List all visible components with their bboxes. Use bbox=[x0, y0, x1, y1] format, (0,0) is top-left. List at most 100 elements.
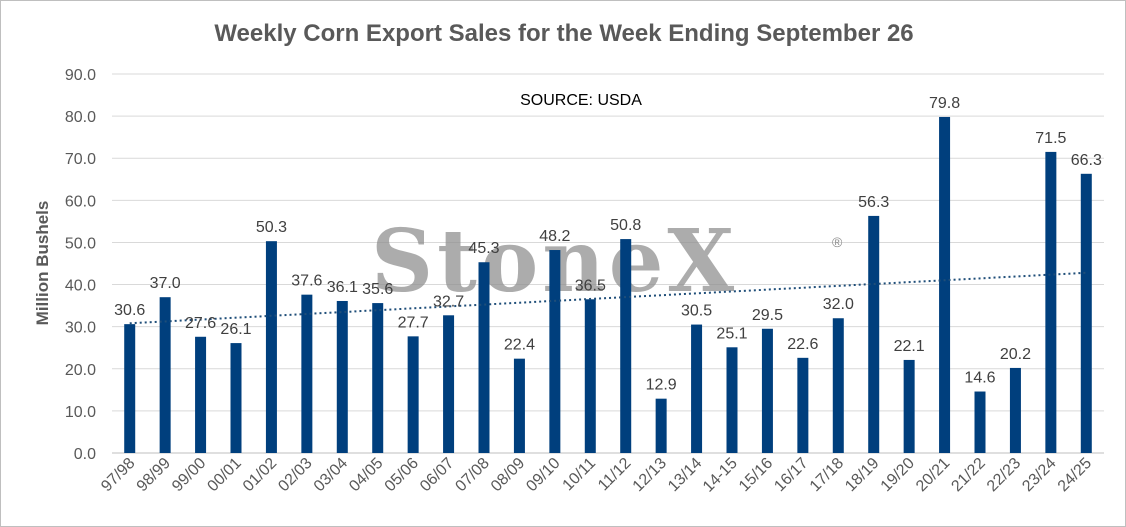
bar bbox=[301, 294, 313, 453]
data-label: 22.6 bbox=[787, 336, 818, 353]
y-tick-label: 20.0 bbox=[65, 362, 96, 379]
data-label: 45.3 bbox=[468, 240, 499, 257]
bar bbox=[549, 250, 561, 453]
bar bbox=[584, 299, 596, 453]
data-label: 35.6 bbox=[362, 281, 393, 298]
bar bbox=[1045, 151, 1057, 453]
bar bbox=[797, 357, 809, 453]
x-axis-ticks: 97/9898/9999/0000/0101/0202/0303/0404/05… bbox=[98, 455, 1095, 496]
data-label: 37.6 bbox=[291, 273, 322, 290]
x-tick-label: 97/98 bbox=[98, 455, 138, 495]
data-label: 32.7 bbox=[433, 293, 464, 310]
x-tick-label: 08/09 bbox=[488, 455, 528, 495]
data-label: 12.9 bbox=[646, 377, 677, 394]
x-tick-label: 18/19 bbox=[842, 455, 882, 495]
data-label: 50.3 bbox=[256, 219, 287, 236]
x-tick-label: 01/02 bbox=[240, 455, 280, 495]
x-tick-label: 14-15 bbox=[700, 455, 741, 496]
y-axis-label: Million Bushels bbox=[33, 201, 52, 326]
bar bbox=[513, 358, 525, 453]
y-tick-label: 10.0 bbox=[65, 404, 96, 421]
bar bbox=[265, 241, 277, 453]
bar bbox=[1009, 367, 1021, 453]
data-label: 29.5 bbox=[752, 307, 783, 324]
bar bbox=[939, 116, 951, 453]
x-tick-label: 22/23 bbox=[984, 455, 1024, 495]
x-tick-label: 11/12 bbox=[595, 455, 635, 495]
x-tick-label: 10/11 bbox=[560, 455, 600, 495]
data-label: 71.5 bbox=[1035, 130, 1066, 147]
x-tick-label: 00/01 bbox=[204, 455, 244, 495]
data-label: 48.2 bbox=[539, 228, 570, 245]
y-tick-label: 90.0 bbox=[65, 67, 96, 84]
bar bbox=[655, 398, 667, 453]
bar bbox=[159, 297, 171, 453]
data-label: 36.5 bbox=[575, 277, 606, 294]
x-tick-label: 04/05 bbox=[346, 455, 386, 495]
data-label: 32.0 bbox=[823, 296, 854, 313]
x-tick-label: 24/25 bbox=[1055, 455, 1095, 495]
gridlines bbox=[112, 73, 1104, 454]
x-tick-label: 23/24 bbox=[1019, 455, 1059, 495]
data-labels: 30.6 37.0 27.6 26.1 50.3 37.6 36.1 35.6 27.732.7… bbox=[114, 95, 1102, 394]
bars bbox=[124, 116, 1092, 453]
data-label: 37.0 bbox=[150, 275, 181, 292]
bar bbox=[372, 303, 384, 453]
y-tick-label: 30.0 bbox=[65, 320, 96, 337]
x-tick-label: 21/22 bbox=[948, 455, 988, 495]
y-tick-label: 50.0 bbox=[65, 235, 96, 252]
chart-title: Weekly Corn Export Sales for the Week En… bbox=[214, 20, 913, 47]
x-tick-label: 07/08 bbox=[452, 455, 492, 495]
bar bbox=[478, 262, 490, 453]
x-tick-label: 20/21 bbox=[913, 455, 953, 495]
data-label: 27.6 bbox=[185, 315, 216, 332]
bar bbox=[1080, 173, 1092, 453]
x-tick-label: 05/06 bbox=[382, 455, 422, 495]
x-tick-label: 03/04 bbox=[311, 455, 351, 495]
x-tick-label: 17/18 bbox=[807, 455, 847, 495]
x-tick-label: 02/03 bbox=[275, 455, 315, 495]
watermark-registered-mark: ® bbox=[832, 234, 843, 250]
x-tick-label: 99/00 bbox=[169, 455, 209, 495]
y-tick-label: 60.0 bbox=[65, 193, 96, 210]
data-label: 30.6 bbox=[114, 302, 145, 319]
data-label: 22.4 bbox=[504, 337, 535, 354]
bar bbox=[230, 343, 242, 453]
data-label: 14.6 bbox=[964, 370, 995, 387]
bar bbox=[868, 215, 880, 453]
y-tick-label: 70.0 bbox=[65, 151, 96, 168]
data-label: 30.5 bbox=[681, 303, 712, 320]
x-tick-label: 12/13 bbox=[630, 455, 670, 495]
y-axis-ticks: 0.0 10.0 20.0 30.0 40.0 50.0 60.0 70.0 80.0 90.0 bbox=[65, 67, 96, 463]
bar bbox=[195, 336, 207, 453]
data-label: 27.7 bbox=[398, 314, 429, 331]
bar bbox=[443, 315, 455, 453]
y-tick-label: 0.0 bbox=[74, 446, 96, 463]
source-annotation: SOURCE: USDA bbox=[520, 92, 642, 109]
bar bbox=[832, 318, 844, 453]
bar bbox=[726, 347, 738, 453]
x-tick-label: 06/07 bbox=[417, 455, 457, 495]
x-tick-label: 09/10 bbox=[523, 455, 563, 495]
bar bbox=[407, 336, 419, 453]
x-tick-label: 19/20 bbox=[878, 455, 918, 495]
bar bbox=[336, 300, 348, 453]
data-label: 25.1 bbox=[716, 325, 747, 342]
data-label: 79.8 bbox=[929, 95, 960, 112]
y-tick-label: 40.0 bbox=[65, 278, 96, 295]
x-tick-label: 98/99 bbox=[134, 455, 174, 495]
data-label: 36.1 bbox=[327, 279, 358, 296]
data-label: 22.1 bbox=[894, 338, 925, 355]
x-tick-label: 13/14 bbox=[665, 455, 705, 495]
x-tick-label: 15/16 bbox=[736, 455, 776, 495]
bar bbox=[124, 324, 136, 453]
data-label: 20.2 bbox=[1000, 346, 1031, 363]
bar bbox=[691, 324, 703, 453]
bar bbox=[761, 328, 773, 453]
data-label: 56.3 bbox=[858, 194, 889, 211]
y-tick-label: 80.0 bbox=[65, 109, 96, 126]
data-label: 66.3 bbox=[1071, 152, 1102, 169]
bar bbox=[620, 239, 632, 453]
